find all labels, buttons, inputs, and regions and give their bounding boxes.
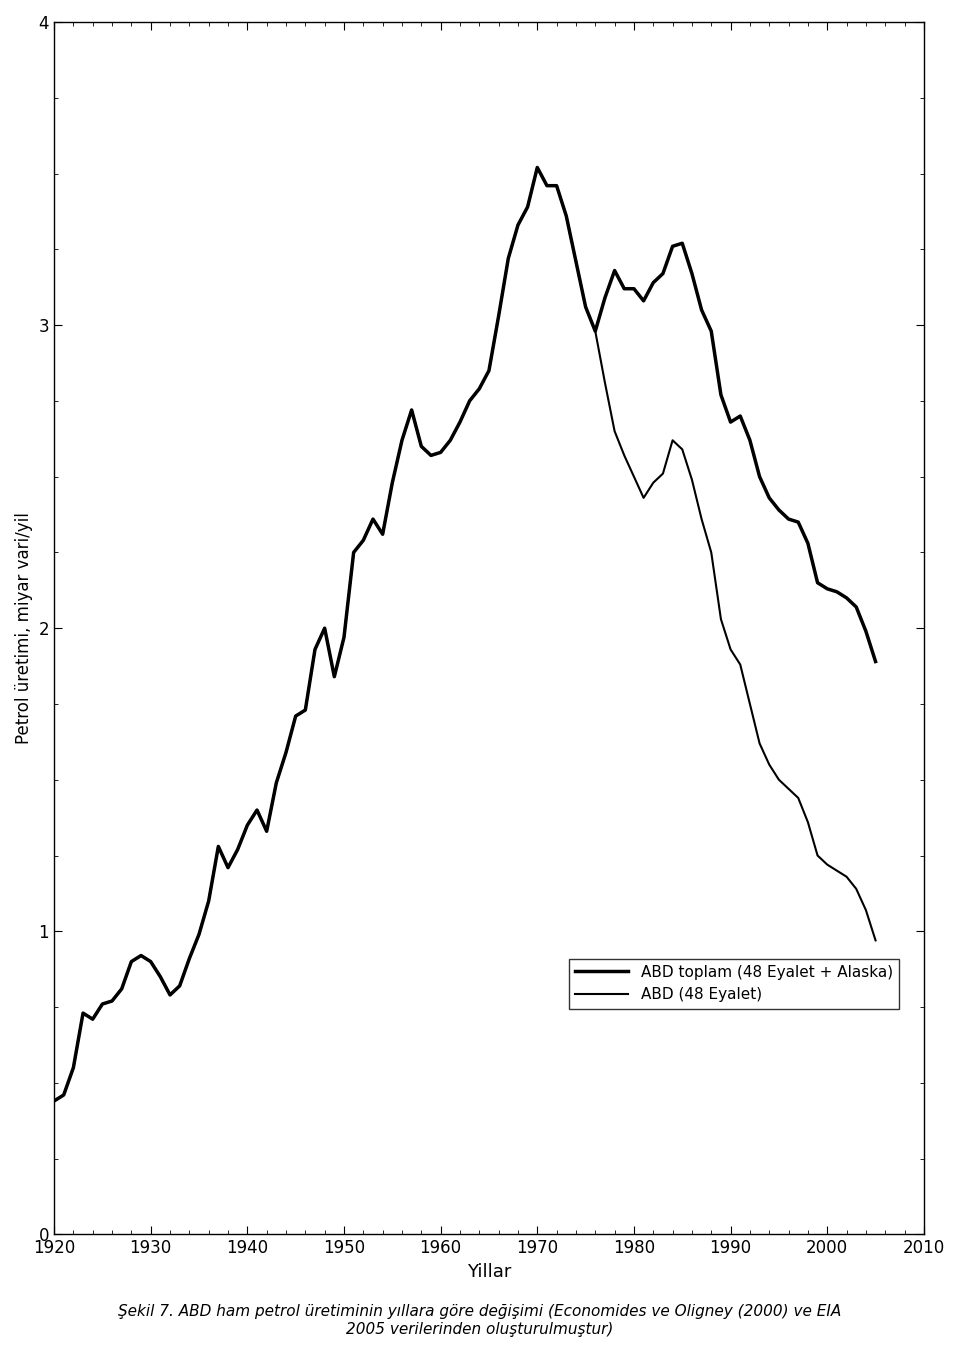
ABD (48 Eyalet)	[67, 1060, 79, 1076]
ABD (48 Eyalet)	[444, 432, 456, 449]
ABD toplam (48 Eyalet + Alaska)	[686, 266, 698, 282]
ABD toplam (48 Eyalet + Alaska)	[754, 468, 765, 484]
ABD (48 Eyalet)	[754, 735, 765, 752]
ABD (48 Eyalet)	[135, 948, 147, 964]
ABD toplam (48 Eyalet + Alaska)	[87, 1011, 99, 1027]
X-axis label: Yillar: Yillar	[467, 1263, 511, 1281]
Line: ABD (48 Eyalet): ABD (48 Eyalet)	[54, 168, 876, 1101]
ABD (48 Eyalet)	[532, 160, 543, 176]
Y-axis label: Petrol üretimi, miyar vari/yil: Petrol üretimi, miyar vari/yil	[15, 513, 33, 745]
ABD toplam (48 Eyalet + Alaska)	[532, 160, 543, 176]
ABD (48 Eyalet)	[870, 932, 881, 948]
Legend: ABD toplam (48 Eyalet + Alaska), ABD (48 Eyalet): ABD toplam (48 Eyalet + Alaska), ABD (48…	[568, 959, 899, 1008]
ABD toplam (48 Eyalet + Alaska)	[444, 432, 456, 449]
Line: ABD toplam (48 Eyalet + Alaska): ABD toplam (48 Eyalet + Alaska)	[54, 168, 876, 1101]
ABD toplam (48 Eyalet + Alaska)	[67, 1060, 79, 1076]
ABD (48 Eyalet)	[87, 1011, 99, 1027]
ABD toplam (48 Eyalet + Alaska)	[135, 948, 147, 964]
ABD (48 Eyalet)	[48, 1093, 60, 1109]
ABD toplam (48 Eyalet + Alaska)	[48, 1093, 60, 1109]
Text: Şekil 7. ABD ham petrol üretiminin yıllara göre değişimi (Economides ve Oligney : Şekil 7. ABD ham petrol üretiminin yılla…	[118, 1304, 842, 1337]
ABD (48 Eyalet)	[686, 472, 698, 488]
ABD toplam (48 Eyalet + Alaska)	[870, 653, 881, 670]
